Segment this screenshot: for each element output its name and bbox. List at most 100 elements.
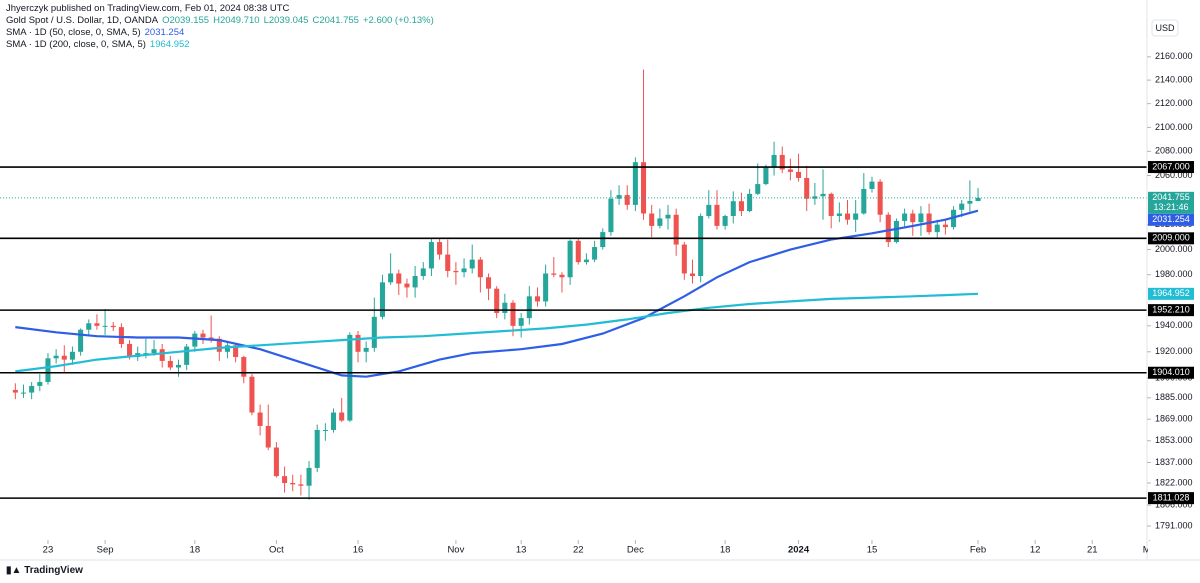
candle-body (543, 273, 549, 302)
candle-body (428, 242, 434, 269)
candle-body (257, 412, 263, 426)
candle-body (102, 325, 108, 327)
sma-label: 2031.254 (1152, 214, 1190, 224)
candle-body (20, 392, 27, 394)
candle-body (265, 425, 271, 448)
legend-value: 1964.952 (149, 39, 190, 50)
candle-body (233, 345, 239, 358)
x-tick-label: 22 (573, 545, 584, 556)
time-axis-panel (0, 540, 1147, 583)
candle-body (86, 323, 92, 330)
candle-body (200, 333, 206, 338)
x-tick-label: 12 (1030, 545, 1041, 556)
change: +2.600 (+0.13%) (362, 15, 434, 26)
ohlc-value: L2039.045 (263, 15, 309, 26)
x-tick-label: Feb (970, 545, 986, 556)
candle-body (355, 334, 361, 352)
candle-body (534, 296, 541, 302)
candle-body (216, 338, 222, 352)
candle-body (363, 347, 369, 352)
candle-body (624, 195, 630, 205)
currency-box (1151, 19, 1179, 37)
x-tick-label: 23 (43, 545, 54, 556)
ohlc-value: C2041.755 (312, 15, 359, 26)
candle-body (224, 345, 230, 352)
candle-body (959, 203, 965, 210)
y-tick-label: 2080.000 (1155, 146, 1193, 156)
axis-edge-cover (1148, 541, 1200, 559)
candle-body (714, 204, 720, 226)
candle-body (175, 364, 182, 368)
candle-body (94, 323, 100, 326)
candle-body (763, 167, 769, 185)
plot (0, 69, 1147, 500)
candle-body (853, 213, 859, 220)
candle-body (241, 357, 247, 377)
candle-body (877, 181, 883, 215)
candle-body (575, 240, 581, 263)
y-tick-label: 2060.000 (1155, 170, 1193, 180)
candle-body (151, 349, 157, 354)
y-tick-label: 1940.000 (1155, 320, 1193, 330)
level-label-box (1148, 161, 1194, 174)
candle-body (420, 268, 426, 277)
candle-body (567, 240, 573, 278)
footer-brand: TradingView (24, 565, 83, 576)
y-tick-label: 2160.000 (1155, 51, 1193, 61)
candle-body (812, 196, 818, 199)
candle-body (804, 177, 810, 199)
y-tick-label: 2000.000 (1155, 244, 1193, 254)
candle-body (53, 355, 59, 359)
legend-name: SMA · 1D (50, close, 0, SMA, 5) (6, 27, 141, 38)
x-tick-label: 13 (516, 545, 527, 556)
candle-body (747, 193, 753, 212)
y-tick-label: 1822.000 (1155, 477, 1193, 487)
candle-body (461, 268, 467, 273)
candle-body (779, 154, 785, 170)
author: Jhyerczyk published on TradingView.com, … (6, 3, 290, 14)
candle-body (796, 171, 802, 178)
candle-body (706, 204, 712, 216)
y-tick-label: 1885.000 (1155, 392, 1193, 402)
candle-body (37, 381, 43, 386)
last-price-label: 2041.755 (1152, 192, 1190, 202)
candle-body (330, 412, 337, 430)
candle-body (600, 232, 606, 248)
y-tick-label: 1791.000 (1155, 520, 1193, 530)
candle-body (722, 215, 728, 226)
candle-body (910, 213, 916, 223)
candle-body (665, 214, 671, 219)
level-label: 1952.210 (1152, 305, 1190, 315)
candle-body (526, 296, 532, 319)
candle-body (657, 218, 663, 226)
candle-body (975, 197, 981, 202)
candle-body (869, 181, 875, 189)
candle-body (298, 484, 304, 486)
level-label-box (1148, 232, 1194, 245)
ohlc-value: H2049.710 (213, 15, 260, 26)
ohlc-row: Gold Spot / U.S. Dollar, 1D, OANDA O2039.… (6, 15, 438, 27)
candle-body (649, 213, 655, 226)
candle-body (29, 385, 35, 393)
legend-name: SMA · 1D (200, close, 0, SMA, 5) (6, 39, 146, 50)
candle-body (437, 242, 443, 255)
x-tick-label: Dec (627, 545, 644, 556)
candle-body (918, 213, 924, 223)
candle-body (127, 343, 133, 358)
level-label: 1904.010 (1152, 367, 1190, 377)
candle-body (885, 214, 891, 243)
candle-body (836, 213, 842, 216)
candle-body (787, 169, 793, 172)
candle-body (469, 259, 475, 269)
candle-body (69, 351, 75, 360)
y-tick-label: 2100.000 (1155, 122, 1193, 132)
y-tick-label: 1853.000 (1155, 435, 1193, 445)
x-tick-label: 2024 (788, 545, 810, 556)
candle-body (844, 213, 851, 220)
sma-label-box (1148, 213, 1194, 226)
sma-line (15, 209, 979, 378)
candle-body (518, 318, 524, 326)
y-tick-label: 2140.000 (1155, 75, 1193, 85)
